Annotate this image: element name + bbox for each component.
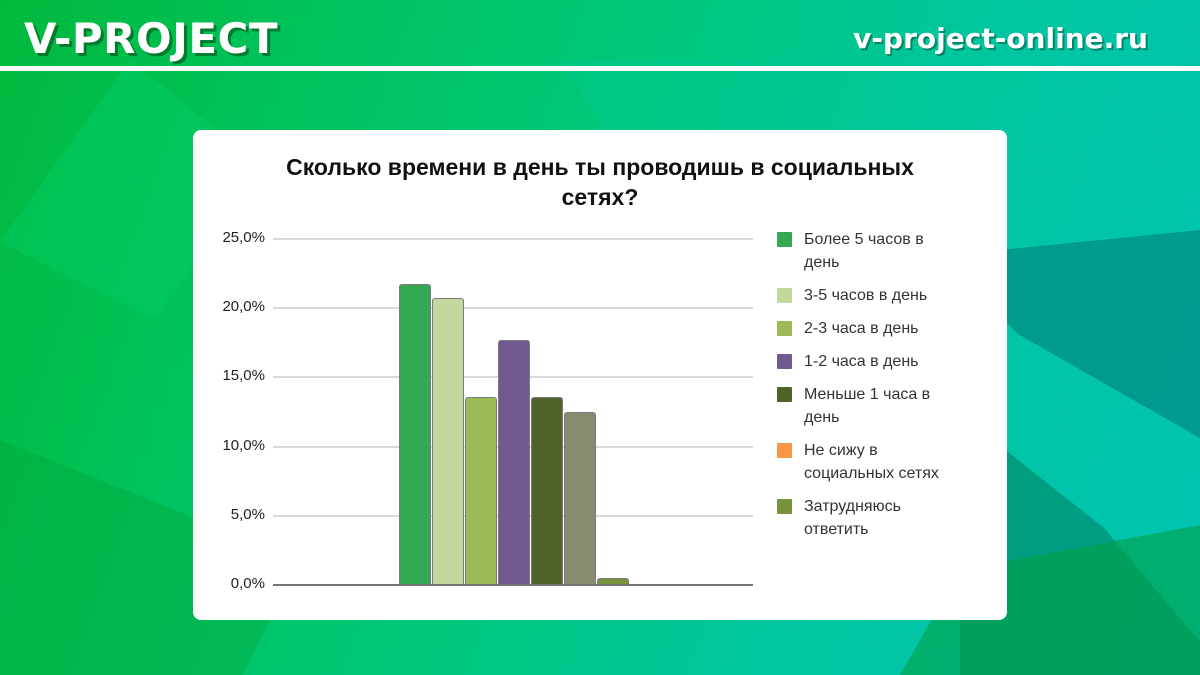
gridline	[273, 238, 753, 240]
y-tick-label: 5,0%	[230, 505, 265, 523]
legend-label: Не сижу в	[804, 442, 878, 459]
legend-label: день	[804, 254, 840, 271]
gridline	[273, 307, 753, 310]
site-url: v-project-online.ru	[853, 22, 1148, 55]
bar	[432, 297, 464, 584]
plot-area: 25,0% 20,0% 15,0% 10,0% 5,0% 0,0%	[193, 130, 1007, 620]
legend-label: 2-3 часа в день	[804, 320, 919, 337]
legend-swatch-icon	[777, 354, 792, 369]
legend-label: Меньше 1 часа в	[804, 386, 931, 403]
bar	[564, 412, 596, 584]
bar	[531, 397, 563, 584]
legend-item: 2-3 часа в день	[775, 317, 995, 340]
chart-card: Сколько времени в день ты проводишь в со…	[193, 130, 1007, 620]
bar	[399, 283, 431, 584]
header-banner: V-PROJECT v-project-online.ru	[0, 0, 1200, 66]
chart-title-line-2: сетях?	[561, 184, 639, 210]
header-divider	[0, 66, 1200, 71]
legend-swatch-icon	[777, 288, 792, 303]
legend-item: Меньше 1 часа в день	[775, 383, 995, 429]
chart-title-line-1: Сколько времени в день ты проводишь в со…	[286, 154, 914, 180]
y-tick-label: 20,0%	[222, 298, 265, 316]
legend-item: Не сижу в социальных сетях	[775, 439, 995, 485]
bar	[498, 340, 530, 584]
legend-item: 3-5 часов в день	[775, 284, 995, 307]
legend-swatch-icon	[777, 499, 792, 514]
y-tick-label: 10,0%	[222, 436, 265, 454]
legend-swatch-icon	[777, 443, 792, 458]
legend-label: день	[804, 409, 840, 426]
chart-title: Сколько времени в день ты проводишь в со…	[193, 152, 1007, 212]
legend-swatch-icon	[777, 321, 792, 336]
legend-swatch-icon	[777, 387, 792, 402]
chart-legend: Более 5 часов в день 3-5 часов в день 2-3 ч…	[775, 228, 995, 551]
bar	[597, 578, 629, 584]
legend-label: 1-2 часа в день	[804, 353, 919, 370]
legend-label: Более 5 часов в	[804, 231, 924, 248]
legend-label: Затрудняюсь	[804, 498, 901, 515]
y-tick-label: 15,0%	[222, 367, 265, 385]
x-axis-line	[273, 584, 753, 586]
legend-label: 3-5 часов в день	[804, 287, 928, 304]
legend-swatch-icon	[777, 232, 792, 247]
y-tick-label: 0,0%	[230, 575, 265, 592]
brand-logo: V-PROJECT	[24, 14, 278, 63]
legend-item: Затрудняюсь ответить	[775, 495, 995, 541]
y-tick-label: 25,0%	[222, 229, 265, 246]
legend-item: 1-2 часа в день	[775, 350, 995, 373]
legend-item: Более 5 часов в день	[775, 228, 995, 274]
legend-label: социальных сетях	[804, 465, 939, 482]
legend-label: ответить	[804, 521, 869, 538]
bar	[465, 397, 497, 584]
